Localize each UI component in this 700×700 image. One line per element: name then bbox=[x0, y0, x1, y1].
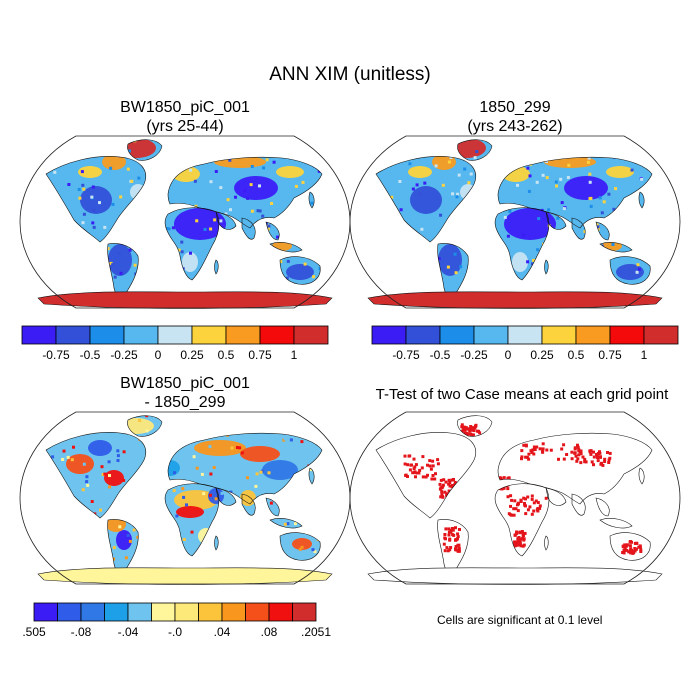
colorbar-diff-swatch bbox=[198, 602, 223, 622]
colorbar-case2-label: -0.25 bbox=[460, 348, 488, 362]
colorbar-diff-label: -.08 bbox=[71, 625, 92, 639]
colorbar-case2-swatch bbox=[473, 325, 509, 345]
colorbar-case1-swatch bbox=[21, 325, 57, 345]
panel-title-ttest-line1: T-Test of two Case means at each grid po… bbox=[375, 386, 669, 403]
panel-title-case1-line1: BW1850_piC_001 bbox=[120, 99, 250, 116]
colorbar-case2-swatch bbox=[405, 325, 441, 345]
colorbar-diff-swatch bbox=[57, 602, 82, 622]
colorbar-diff-label: .505 bbox=[22, 625, 46, 639]
colorbar-case1-label: 0.75 bbox=[248, 348, 272, 362]
colorbar-case2-swatch bbox=[575, 325, 611, 345]
panel-title-case1: BW1850_piC_001 (yrs 25-44) bbox=[60, 98, 310, 136]
panel-title-diff: BW1850_piC_001 - 1850_299 bbox=[60, 374, 310, 412]
colorbar-case2-swatch bbox=[541, 325, 577, 345]
panel-title-diff-line2: - 1850_299 bbox=[144, 394, 226, 411]
colorbar-diff: .505 -.08 -.04 -.0 .04 .08 .2051 bbox=[22, 602, 331, 639]
colorbar-case1-label: -0.25 bbox=[110, 348, 138, 362]
colorbar-case2-label: -0.75 bbox=[392, 348, 420, 362]
colorbar-diff-swatch bbox=[245, 602, 270, 622]
colorbar-diff-swatch bbox=[33, 602, 58, 622]
ttest-significance-note: Cells are significant at 0.1 level bbox=[437, 613, 603, 627]
colorbar-case2-swatch bbox=[643, 325, 679, 345]
colorbar-diff-swatch bbox=[221, 602, 246, 622]
colorbar-case1-label: 0 bbox=[155, 348, 162, 362]
colorbar-case1-swatch bbox=[89, 325, 125, 345]
panel-title-ttest: T-Test of two Case means at each grid po… bbox=[352, 385, 692, 404]
map-diff bbox=[19, 411, 351, 585]
colorbar-case2-label: -0.5 bbox=[430, 348, 451, 362]
colorbar-case2-swatch bbox=[371, 325, 407, 345]
colorbar-diff-swatch bbox=[151, 602, 176, 622]
colorbar-diff-swatch bbox=[127, 602, 152, 622]
colorbar-diff-swatch bbox=[104, 602, 129, 622]
map-case1 bbox=[19, 135, 351, 309]
colorbar-diff-swatch bbox=[292, 602, 317, 622]
panel-title-diff-line1: BW1850_piC_001 bbox=[120, 375, 250, 392]
panel-title-case2: 1850_299 (yrs 243-262) bbox=[390, 98, 640, 136]
colorbar-case2-label: 0.25 bbox=[530, 348, 554, 362]
colorbar-case2: -0.75 -0.5 -0.25 0 0.25 0.5 0.75 1 bbox=[371, 325, 679, 362]
map-case2 bbox=[349, 135, 681, 309]
colorbar-diff-swatch bbox=[174, 602, 199, 622]
colorbar-case1-swatch bbox=[225, 325, 261, 345]
colorbar-diff-label: .2051 bbox=[301, 625, 331, 639]
colorbar-case1-label: -0.75 bbox=[42, 348, 70, 362]
colorbar-diff-label: .04 bbox=[214, 625, 231, 639]
colorbar-diff-label: -.04 bbox=[118, 625, 139, 639]
colorbar-case1-label: 1 bbox=[291, 348, 298, 362]
colorbar-case2-swatch bbox=[507, 325, 543, 345]
colorbar-case1-swatch bbox=[191, 325, 227, 345]
colorbar-case1-swatch bbox=[157, 325, 193, 345]
colorbar-case2-label: 1 bbox=[641, 348, 648, 362]
colorbar-case1-swatch bbox=[55, 325, 91, 345]
colorbar-case2-swatch bbox=[609, 325, 645, 345]
panel-title-case1-line2: (yrs 25-44) bbox=[146, 118, 224, 135]
colorbar-case2-label: 0.75 bbox=[598, 348, 622, 362]
colorbar-case2-swatch bbox=[439, 325, 475, 345]
colorbar-diff-swatch bbox=[268, 602, 293, 622]
map-ttest bbox=[349, 411, 681, 585]
colorbar-case1-swatch bbox=[293, 325, 329, 345]
colorbar-case1-label: 0.25 bbox=[180, 348, 204, 362]
figure-title: ANN XIM (unitless) bbox=[269, 64, 431, 85]
colorbar-case1-swatch bbox=[259, 325, 295, 345]
colorbar-diff-swatch bbox=[80, 602, 105, 622]
colorbar-case2-label: 0 bbox=[505, 348, 512, 362]
colorbar-case1-label: 0.5 bbox=[218, 348, 235, 362]
colorbar-case1: -0.75 -0.5 -0.25 0 0.25 0.5 0.75 1 bbox=[21, 325, 329, 362]
colorbar-case2-label: 0.5 bbox=[568, 348, 585, 362]
colorbar-case1-label: -0.5 bbox=[80, 348, 101, 362]
colorbar-diff-label: .08 bbox=[261, 625, 278, 639]
panel-title-case2-line1: 1850_299 bbox=[479, 99, 551, 116]
colorbar-case1-swatch bbox=[123, 325, 159, 345]
colorbar-diff-label: -.0 bbox=[168, 625, 182, 639]
panel-title-case2-line2: (yrs 243-262) bbox=[467, 118, 563, 135]
